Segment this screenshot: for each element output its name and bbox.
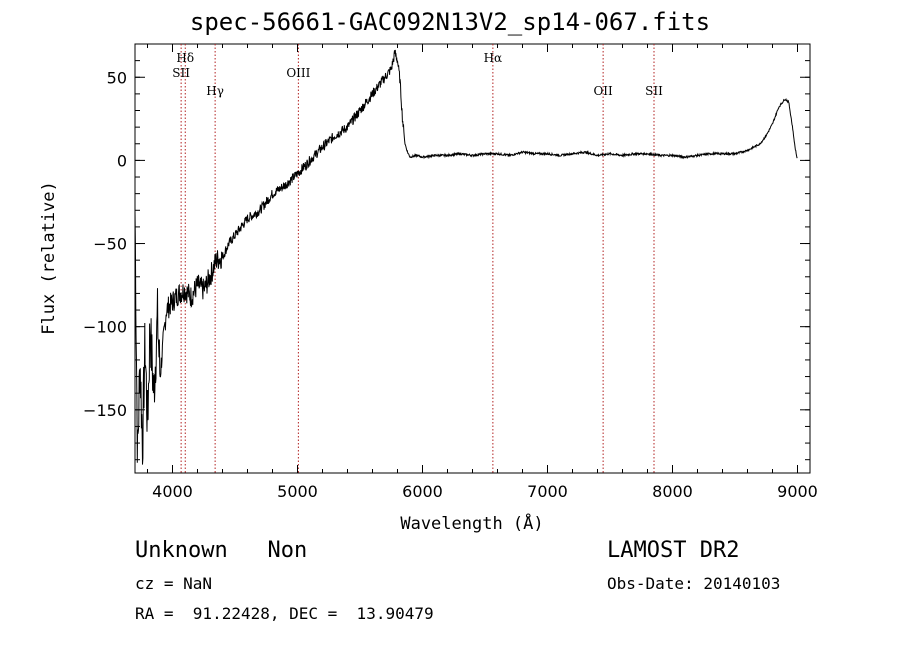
x-tick-label: 4000 [152,482,193,501]
ticks-layer: 4000 5000 6000 7000 8000 9000 50 0 −50 −100 −150 [83,44,818,501]
spectrum-line [134,49,798,465]
ra-dec-info: RA = 91.22428, DEC = 13.90479 [135,604,434,623]
x-tick-label: 8000 [652,482,693,501]
spectral-line-label: Hγ [206,84,224,98]
spectral-line-label: OIII [286,66,310,80]
y-tick-label: −100 [83,318,127,337]
chart-title: spec-56661-GAC092N13V2_sp14-067.fits [189,8,711,36]
spectral-line-label: OII [593,84,613,98]
x-tick-label: 6000 [402,482,443,501]
x-tick-label: 5000 [277,482,318,501]
survey-label: LAMOST DR2 [607,538,740,563]
y-tick-label: −50 [93,235,127,254]
y-axis-label: Flux (relative) [39,181,59,335]
series-layer [134,49,798,465]
plot-frame [134,43,811,474]
obs-date: Obs-Date: 20140103 [607,574,781,593]
spectral-line-label: Hδ [176,51,194,65]
y-tick-label: 50 [107,68,127,87]
y-tick-label: −150 [83,401,127,420]
y-tick-label: 0 [117,151,127,170]
x-axis-label: Wavelength (Å) [400,512,543,534]
cz-info: cz = NaN [135,574,213,593]
spectral-line-label: Hα [484,51,503,65]
class-info: Unknown Non [135,538,308,563]
spectral-line-label: SII [645,84,663,98]
x-tick-label: 7000 [527,482,568,501]
spectral-line-label: SII [172,66,190,80]
x-tick-label: 9000 [777,482,818,501]
